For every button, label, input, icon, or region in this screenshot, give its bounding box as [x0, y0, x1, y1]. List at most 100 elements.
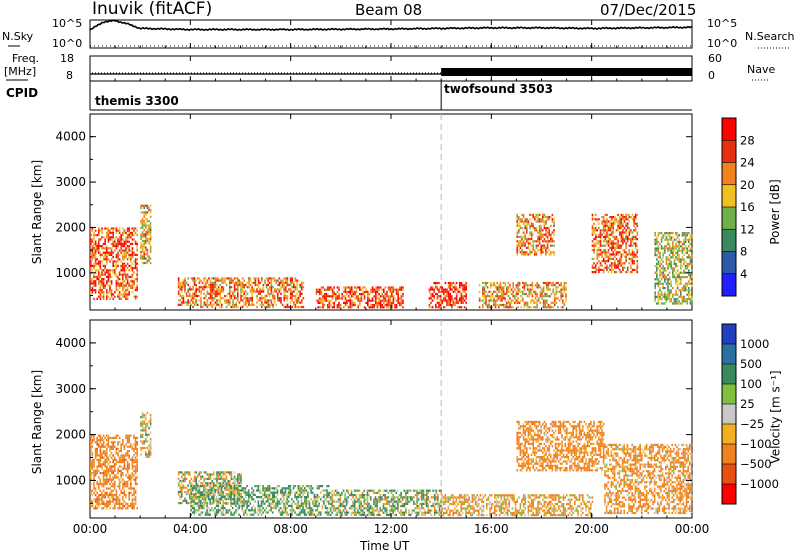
power-cell [668, 260, 671, 263]
power-cell [537, 216, 539, 219]
power-cell [98, 264, 100, 267]
velocity-cell [217, 488, 220, 491]
velocity-cell [112, 461, 114, 464]
velocity-cell [96, 443, 98, 446]
velocity-cell [204, 493, 207, 496]
velocity-cell [238, 491, 240, 494]
velocity-cell [219, 498, 221, 501]
power-cell [123, 258, 126, 261]
power-cell [665, 260, 668, 263]
power-cell [527, 244, 530, 247]
power-cell [633, 224, 635, 227]
power-cell [222, 281, 225, 284]
velocity-cell [141, 427, 144, 430]
power-cell [251, 299, 253, 302]
power-cell [133, 280, 135, 283]
velocity-cell [299, 489, 301, 492]
power-cell [217, 299, 220, 302]
power-cell [320, 297, 323, 300]
velocity-cell [131, 507, 134, 510]
velocity-cell [229, 484, 231, 487]
velocity-cell [148, 455, 150, 458]
power-cell [675, 278, 677, 281]
power-cell [296, 281, 298, 284]
power-cell [94, 229, 97, 232]
power-cell [494, 299, 497, 302]
velocity-cell [102, 478, 105, 481]
power-cell [120, 247, 122, 250]
velocity-cell [104, 450, 106, 453]
power-cell [498, 284, 500, 287]
power-cell [534, 292, 537, 296]
velocity-cell [236, 485, 239, 488]
power-cell [107, 271, 110, 274]
velocity-cell [209, 493, 212, 496]
velocity-cell [251, 496, 253, 499]
velocity-cell [203, 507, 205, 510]
power-cell [593, 222, 595, 225]
power-cell [502, 306, 505, 309]
power-cell [355, 286, 358, 289]
power-cell [610, 218, 613, 221]
power-cell [528, 292, 530, 296]
power-cell [542, 306, 545, 309]
power-cell [209, 279, 212, 282]
power-cell [230, 297, 233, 300]
velocity-cell [247, 504, 250, 507]
power-cell [684, 245, 687, 248]
power-cell [187, 288, 189, 291]
power-cell [521, 227, 523, 230]
power-cell [149, 226, 152, 229]
power-cell [149, 233, 152, 236]
power-cell [187, 294, 189, 298]
velocity-cell [219, 502, 221, 505]
power-cell [691, 269, 693, 272]
power-cell [141, 235, 144, 238]
power-cell [281, 279, 284, 282]
velocity-cell [149, 446, 152, 450]
power-cell [145, 253, 147, 256]
power-cell [233, 288, 236, 291]
power-cell [594, 218, 597, 221]
power-cell [529, 227, 531, 230]
power-cell [545, 229, 547, 232]
power-cell [296, 299, 298, 302]
velocity-cell [115, 496, 118, 499]
power-cell [684, 260, 687, 263]
freq-label-2: [MHz] [4, 65, 37, 78]
power-cell [534, 295, 537, 298]
power-cell [506, 303, 508, 307]
velocity-cell [106, 461, 108, 464]
power-cell [241, 277, 244, 280]
power-cell [273, 290, 276, 293]
power-cell [523, 301, 526, 304]
power-cell [552, 290, 554, 293]
power-cell [515, 295, 518, 298]
power-cell [257, 299, 260, 302]
velocity-cell [115, 498, 118, 501]
power-cell [534, 290, 537, 293]
velocity-cell [123, 494, 126, 497]
power-cell [383, 295, 385, 298]
power-cell [280, 279, 282, 282]
power-cell [291, 305, 293, 309]
power-cell [516, 213, 518, 216]
velocity-cell [268, 487, 271, 490]
power-cell [104, 256, 106, 259]
power-cell [625, 216, 627, 219]
power-cell [125, 253, 127, 256]
power-cell [538, 213, 541, 216]
velocity-cell [120, 465, 122, 468]
velocity-cell [199, 504, 202, 507]
power-cell [678, 282, 680, 285]
power-cell [525, 281, 527, 285]
power-cell [229, 301, 231, 304]
velocity-cell [214, 491, 217, 494]
power-cell [526, 286, 529, 289]
velocity-cell [102, 443, 105, 446]
power-cell [540, 246, 542, 249]
power-cell [229, 292, 231, 295]
velocity-cell [235, 498, 237, 501]
power-cell [618, 246, 621, 249]
velocity-cell [101, 452, 103, 455]
